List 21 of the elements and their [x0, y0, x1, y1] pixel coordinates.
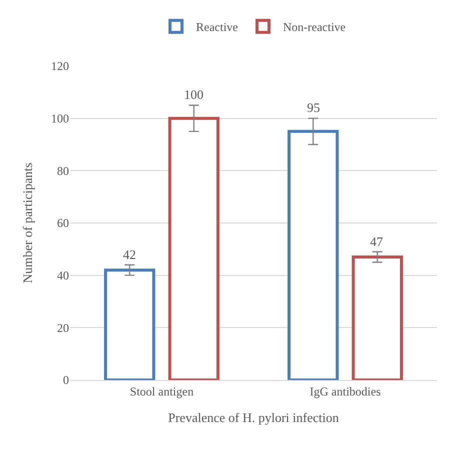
y-tick-label: 80	[57, 164, 69, 178]
legend-label: Non-reactive	[282, 20, 346, 34]
bar	[288, 130, 339, 380]
y-tick-label: 120	[51, 59, 69, 74]
y-tick-label: 100	[51, 112, 69, 126]
bar	[352, 256, 403, 380]
y-tick-label: 60	[57, 216, 69, 230]
bar	[168, 116, 220, 380]
x-tick-label: IgG antibodies	[310, 384, 382, 398]
y-tick-label: 0	[63, 373, 69, 388]
y-axis-title: Number of participants	[20, 162, 35, 284]
bar	[104, 268, 156, 380]
data-label: 47	[370, 234, 384, 249]
data-label: 100	[184, 87, 204, 102]
legend-label: Reactive	[196, 20, 238, 34]
data-label: 95	[307, 100, 320, 115]
y-tick-label: 40	[57, 268, 69, 283]
x-axis-title: Prevalence of H. pylori infection	[168, 410, 340, 425]
x-tick-label: Stool antigen	[130, 384, 194, 398]
y-tick-label: 20	[57, 320, 69, 335]
data-label: 42	[123, 247, 136, 262]
